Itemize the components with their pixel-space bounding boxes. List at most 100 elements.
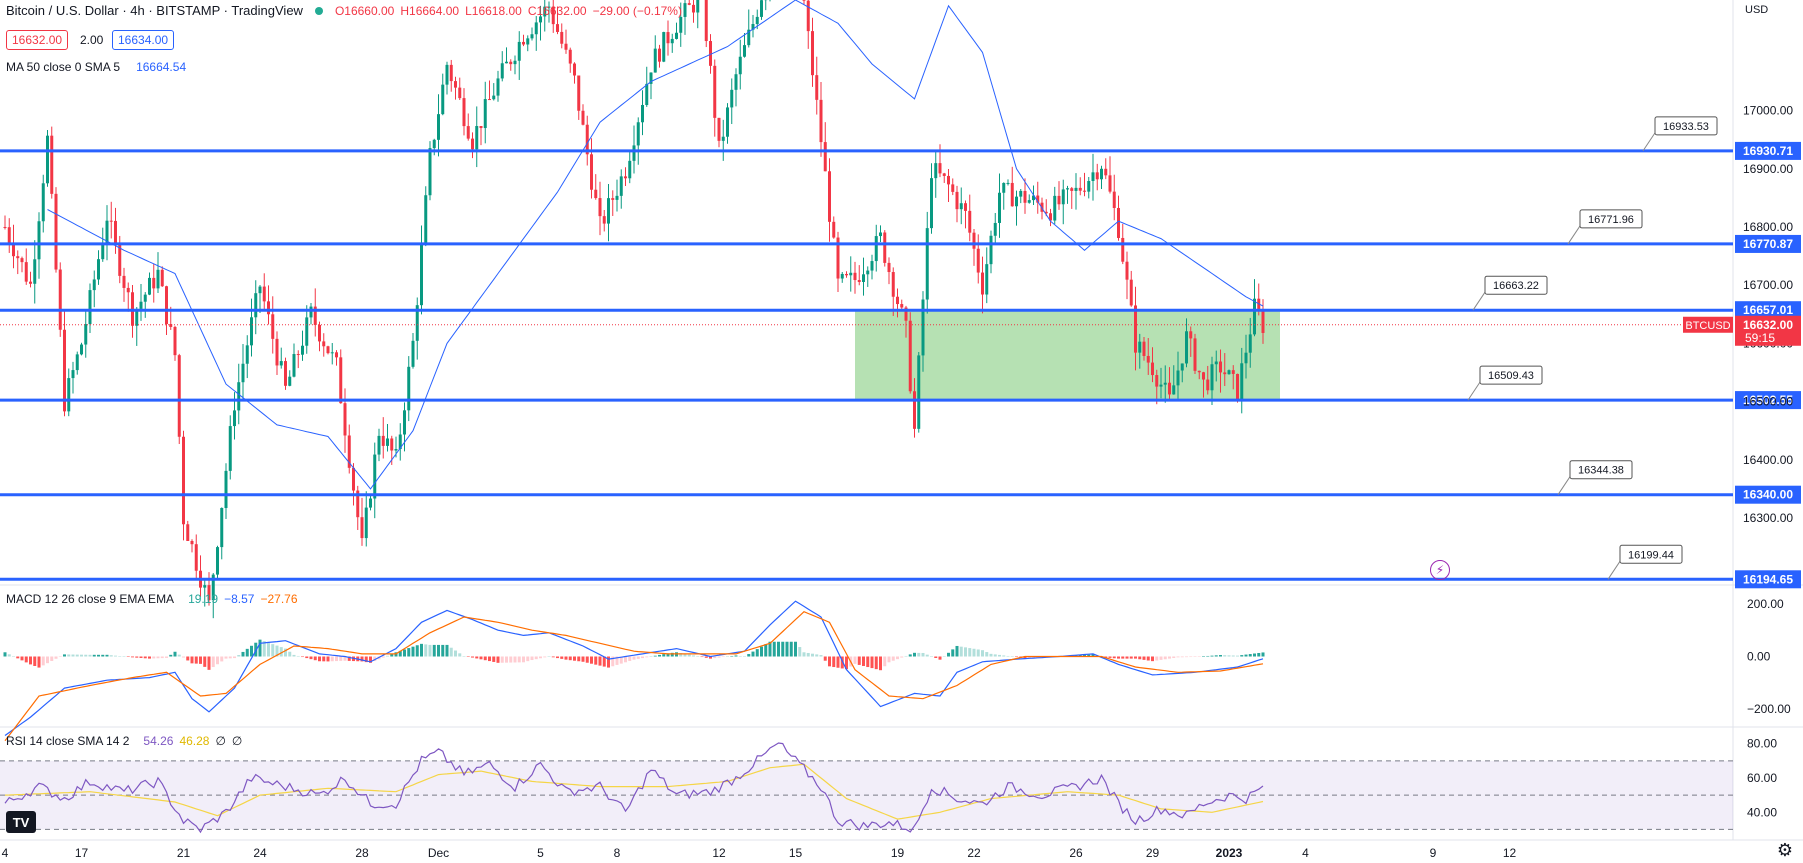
candle-body bbox=[67, 378, 71, 412]
macd-histogram-bar bbox=[1253, 653, 1256, 657]
candle-body bbox=[1231, 370, 1235, 374]
candle-body bbox=[828, 171, 831, 222]
macd-histogram-bar bbox=[1168, 656, 1171, 659]
candle-body bbox=[407, 366, 411, 411]
macd-histogram-bar bbox=[199, 656, 202, 664]
candle-body bbox=[1206, 379, 1210, 391]
macd-histogram-bar bbox=[458, 653, 462, 657]
time-axis-label: 4 bbox=[1302, 846, 1309, 860]
candle-body bbox=[879, 232, 882, 237]
macd-histogram-bar bbox=[131, 656, 134, 658]
macd-histogram-bar bbox=[148, 656, 151, 659]
tradingview-logo-icon[interactable]: TV bbox=[6, 811, 36, 833]
macd-histogram-bar bbox=[471, 656, 474, 658]
candle-body bbox=[29, 281, 32, 284]
macd-histogram-bar bbox=[645, 656, 649, 658]
macd-histogram-bar bbox=[768, 641, 772, 657]
macd-histogram-bar bbox=[1006, 655, 1010, 657]
time-axis-label: 8 bbox=[614, 846, 621, 860]
macd-histogram-bar bbox=[267, 642, 270, 657]
candle-body bbox=[692, 4, 695, 13]
candle-body bbox=[981, 272, 984, 295]
macd-histogram-bar bbox=[789, 641, 793, 657]
macd-histogram-bar bbox=[607, 656, 610, 668]
candle-body bbox=[942, 173, 946, 176]
macd-histogram-bar bbox=[3, 652, 7, 657]
macd-histogram-bar bbox=[1257, 652, 1261, 657]
macd-histogram-bar bbox=[1244, 654, 1248, 657]
macd-histogram-bar bbox=[806, 652, 810, 657]
macd-histogram-bar bbox=[925, 654, 929, 657]
candle-body bbox=[590, 154, 593, 190]
rsi-v4: ∅ bbox=[231, 734, 243, 748]
candle-body bbox=[1155, 375, 1159, 387]
candle-body bbox=[458, 87, 462, 99]
candle-body bbox=[156, 269, 160, 289]
macd-histogram-bar bbox=[1219, 655, 1222, 657]
ask-button[interactable]: 16634.00 bbox=[112, 30, 175, 50]
macd-histogram-bar bbox=[1027, 656, 1031, 658]
candle-body bbox=[849, 272, 853, 276]
macd-histogram-bar bbox=[815, 654, 819, 657]
candle-body bbox=[985, 264, 989, 295]
macd-histogram-bar bbox=[428, 644, 432, 657]
candle-body bbox=[696, 0, 700, 13]
candle-body bbox=[245, 345, 249, 364]
macd-histogram-bar bbox=[97, 654, 100, 657]
macd-histogram-bar bbox=[1104, 656, 1108, 658]
lightning-icon[interactable]: ⚡ bbox=[1430, 560, 1450, 580]
macd-histogram-bar bbox=[976, 649, 980, 657]
macd-histogram-bar bbox=[513, 656, 517, 663]
candle-body bbox=[857, 280, 861, 282]
macd-histogram-bar bbox=[390, 654, 394, 657]
macd-histogram-bar bbox=[1138, 656, 1142, 660]
candle-body bbox=[564, 43, 568, 50]
macd-histogram-bar bbox=[700, 656, 704, 658]
macd-histogram-bar bbox=[500, 656, 504, 663]
macd-histogram-bar bbox=[1206, 655, 1210, 657]
candle-body bbox=[900, 304, 904, 308]
candle-body bbox=[50, 135, 54, 194]
macd-histogram-bar bbox=[811, 653, 814, 657]
candle-body bbox=[160, 269, 164, 287]
macd-histogram-bar bbox=[466, 656, 470, 657]
bid-button[interactable]: 16632.00 bbox=[6, 30, 69, 50]
rsi-sma-value: 46.28 bbox=[179, 734, 210, 748]
candle-body bbox=[3, 226, 7, 228]
candle-body bbox=[454, 81, 457, 88]
grid bbox=[0, 0, 1803, 841]
candle-body bbox=[471, 138, 474, 150]
candle-body bbox=[819, 99, 823, 143]
macd-histogram-bar bbox=[318, 656, 321, 662]
macd-histogram-bar bbox=[517, 656, 521, 663]
macd-histogram-bar bbox=[883, 656, 887, 667]
macd-histogram-bar bbox=[900, 656, 904, 658]
candle-body bbox=[318, 324, 321, 342]
macd-histogram-bar bbox=[666, 653, 670, 657]
ma-legend[interactable]: MA 50 close 0 SMA 5 16664.54 bbox=[6, 60, 186, 74]
macd-legend[interactable]: MACD 12 26 close 9 EMA EMA 19.19 −8.57 −… bbox=[6, 592, 298, 606]
macd-histogram-bar bbox=[1083, 654, 1086, 657]
macd-histogram-bar bbox=[29, 656, 32, 665]
candle-body bbox=[925, 228, 929, 300]
macd-histogram-bar bbox=[118, 656, 122, 657]
macd-histogram-bar bbox=[173, 651, 177, 657]
candle-body bbox=[543, 6, 547, 17]
candle-body bbox=[24, 262, 28, 282]
gear-icon[interactable]: ⚙ bbox=[1776, 840, 1793, 860]
macd-histogram-bar bbox=[547, 656, 551, 657]
macd-histogram-bar bbox=[857, 656, 861, 665]
macd-histogram-bar bbox=[585, 656, 589, 663]
candle-body bbox=[675, 32, 678, 39]
candle-body bbox=[853, 272, 857, 281]
candle-body bbox=[267, 301, 270, 315]
macd-histogram-bar bbox=[233, 656, 236, 659]
rsi-legend[interactable]: RSI 14 close SMA 14 2 54.26 46.28 ∅ ∅ bbox=[6, 734, 242, 748]
level-callout-label: 16933.53 bbox=[1663, 121, 1709, 133]
candle-body bbox=[1087, 180, 1091, 192]
candle-body bbox=[645, 83, 649, 105]
candle-body bbox=[1240, 363, 1244, 400]
macd-histogram-bar bbox=[747, 654, 751, 657]
callout-pointer bbox=[1642, 132, 1656, 152]
